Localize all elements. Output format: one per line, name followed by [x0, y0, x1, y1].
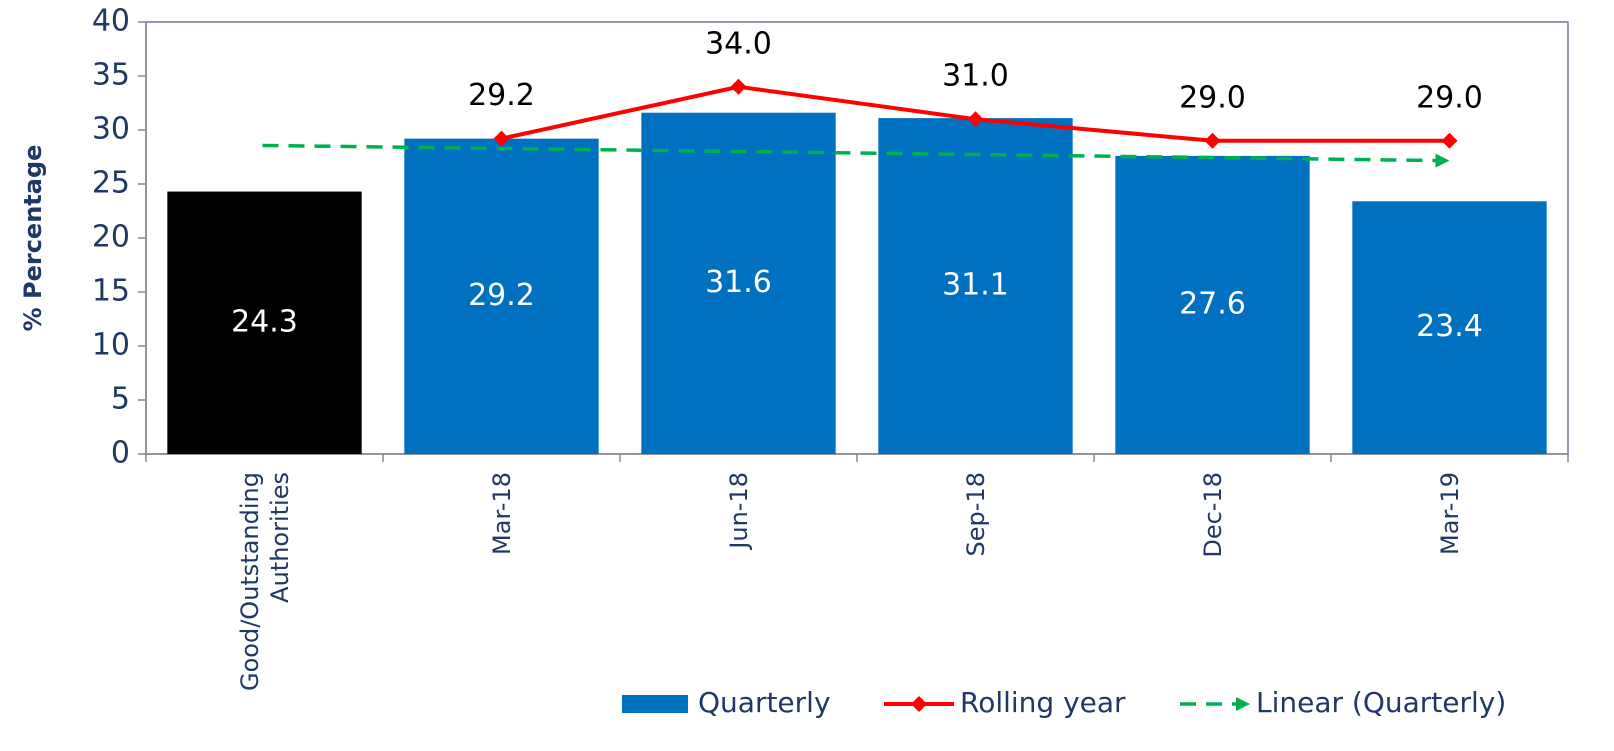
- x-tick-label: Dec-18: [1198, 472, 1227, 558]
- bar-label: 31.6: [705, 265, 772, 300]
- legend-marker: [911, 696, 927, 712]
- bar: [1352, 201, 1547, 454]
- marker: [493, 130, 510, 147]
- y-tick-label: 40: [92, 4, 130, 39]
- bar-label: 24.3: [231, 304, 298, 339]
- bar: [167, 191, 362, 454]
- y-tick-label: 10: [92, 328, 130, 363]
- bar-label: 23.4: [1416, 309, 1483, 344]
- bar-label: 29.2: [468, 278, 535, 313]
- y-axis-label: % Percentage: [19, 145, 47, 332]
- bar-label: 27.6: [1179, 286, 1246, 321]
- point-label: 29.2: [468, 78, 535, 113]
- marker: [1441, 132, 1458, 149]
- legend-swatch: [622, 695, 688, 713]
- legend-label: Rolling year: [960, 686, 1126, 719]
- point-label: 29.0: [1179, 80, 1246, 115]
- x-tick-label: Sep-18: [961, 472, 990, 557]
- y-tick-label: 25: [92, 166, 130, 201]
- y-tick-label: 5: [111, 382, 130, 417]
- legend-arrow: [1236, 697, 1250, 711]
- marker: [967, 111, 984, 128]
- x-tick-label: Good/Outstanding Authorities: [235, 472, 294, 691]
- y-tick-label: 35: [92, 58, 130, 93]
- x-tick-label: Mar-19: [1435, 472, 1464, 555]
- x-tick-label: Mar-18: [487, 472, 516, 555]
- x-tick-label: Jun-18: [724, 472, 753, 549]
- point-label: 31.0: [942, 59, 1009, 94]
- point-label: 29.0: [1416, 80, 1483, 115]
- y-tick-label: 30: [92, 112, 130, 147]
- point-label: 34.0: [705, 26, 772, 61]
- bar-label: 31.1: [942, 268, 1009, 303]
- trend-arrow: [1435, 153, 1450, 168]
- bar: [404, 138, 599, 454]
- y-tick-label: 20: [92, 220, 130, 255]
- y-tick-label: 0: [111, 436, 130, 471]
- y-tick-label: 15: [92, 274, 130, 309]
- legend-label: Quarterly: [698, 686, 831, 719]
- marker: [730, 78, 747, 95]
- legend-label: Linear (Quarterly): [1256, 686, 1506, 719]
- bar: [1115, 155, 1310, 455]
- marker: [1204, 132, 1221, 149]
- bar: [878, 118, 1073, 455]
- bar: [641, 112, 836, 454]
